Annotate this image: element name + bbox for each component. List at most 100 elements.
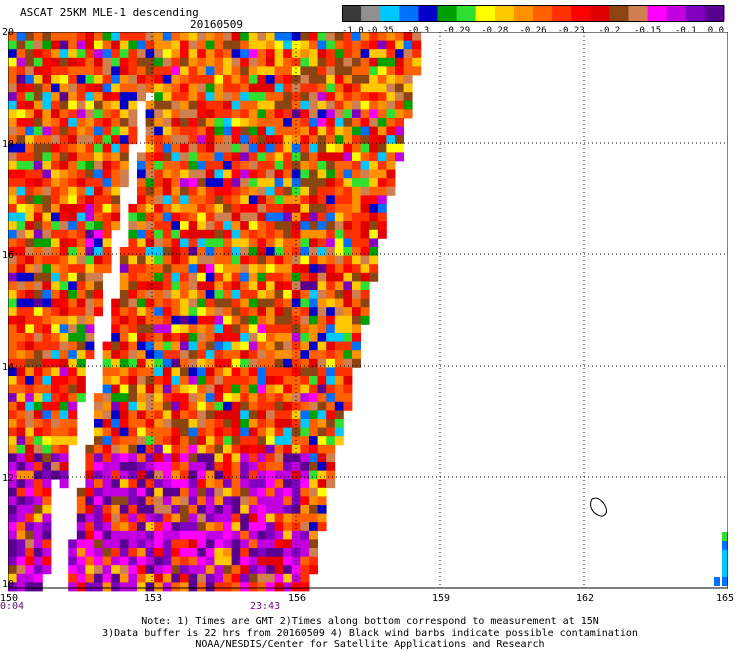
wind-cell [231, 135, 241, 145]
wind-cell [240, 135, 250, 145]
wind-cell [300, 444, 310, 454]
wind-cell [33, 272, 43, 282]
wind-cell [369, 92, 379, 102]
wind-cell [205, 229, 215, 239]
wind-cell [197, 264, 207, 274]
wind-cell [214, 178, 224, 188]
wind-cell [197, 212, 207, 222]
wind-cell [266, 238, 275, 248]
wind-cell [257, 143, 267, 153]
wind-cell [94, 419, 103, 428]
wind-cell [722, 532, 728, 541]
wind-cell [266, 204, 275, 213]
wind-cell [16, 582, 26, 592]
wind-cell [25, 290, 35, 299]
wind-cell [180, 513, 189, 523]
wind-cell [283, 393, 293, 403]
wind-cell [360, 109, 370, 119]
wind-cell [248, 496, 258, 506]
wind-cell [171, 333, 181, 342]
wind-cell [343, 100, 353, 110]
wind-cell [42, 427, 52, 437]
wind-cell [162, 118, 172, 127]
wind-cell [154, 582, 164, 592]
wind-cell [137, 264, 146, 274]
wind-cell [197, 204, 207, 213]
wind-cell [326, 333, 336, 342]
wind-cell [180, 548, 189, 557]
wind-cell [360, 272, 370, 282]
wind-cell [240, 75, 250, 84]
wind-cell [248, 126, 258, 136]
wind-cell [25, 118, 35, 127]
wind-cell [274, 470, 284, 480]
wind-cell [300, 333, 310, 342]
wind-cell [33, 298, 43, 308]
wind-cell [240, 401, 250, 411]
wind-cell [197, 427, 207, 437]
wind-cell [309, 100, 318, 110]
wind-cell [300, 57, 310, 67]
wind-cell [334, 290, 344, 299]
wind-cell [137, 229, 146, 239]
wind-cell [283, 341, 293, 351]
wind-cell [197, 32, 207, 41]
wind-cell [352, 290, 361, 299]
wind-cell [154, 92, 164, 102]
wind-cell [33, 264, 43, 274]
wind-cell [257, 247, 267, 256]
wind-cell [180, 118, 189, 127]
wind-cell [16, 522, 26, 532]
wind-cell [223, 126, 232, 136]
wind-cell [85, 496, 95, 506]
wind-cells [8, 32, 728, 592]
wind-cell [180, 384, 189, 394]
wind-cell [42, 556, 52, 566]
wind-cell [154, 539, 164, 549]
wind-cell [111, 427, 121, 437]
wind-cell [248, 307, 258, 317]
wind-cell [240, 152, 250, 162]
wind-cell [51, 384, 60, 394]
wind-cell [248, 436, 258, 446]
wind-cell [274, 178, 284, 188]
wind-cell [300, 186, 310, 196]
wind-cell [171, 573, 181, 583]
wind-cell [102, 487, 112, 497]
wind-cell [205, 307, 215, 317]
wind-cell [128, 109, 138, 119]
wind-cell [42, 109, 52, 119]
wind-cell [8, 221, 17, 231]
wind-cell [257, 204, 267, 213]
wind-cell [188, 358, 198, 368]
wind-cell [266, 539, 275, 549]
wind-cell [205, 204, 215, 213]
wind-cell [352, 118, 361, 127]
wind-cell [16, 427, 26, 437]
wind-cell [291, 247, 301, 256]
wind-cell [128, 582, 138, 592]
wind-cell [180, 487, 189, 497]
wind-cell [94, 32, 103, 41]
wind-cell [25, 83, 35, 93]
wind-cell [128, 505, 138, 514]
wind-cell [197, 333, 207, 342]
wind-cell [291, 178, 301, 188]
wind-cell [300, 513, 310, 523]
wind-cell [68, 152, 78, 162]
wind-cell [283, 75, 293, 84]
wind-cell [300, 281, 310, 291]
wind-cell [309, 221, 318, 231]
wind-cell [94, 152, 103, 162]
wind-cell [128, 66, 138, 76]
wind-cell [145, 410, 155, 420]
wind-cell [334, 57, 344, 67]
wind-cell [326, 436, 336, 446]
wind-cell [214, 410, 224, 420]
wind-cell [162, 221, 172, 231]
wind-cell [111, 83, 121, 93]
wind-cell [257, 281, 267, 291]
wind-cell [248, 530, 258, 540]
wind-cell [377, 100, 387, 110]
wind-cell [300, 487, 310, 497]
